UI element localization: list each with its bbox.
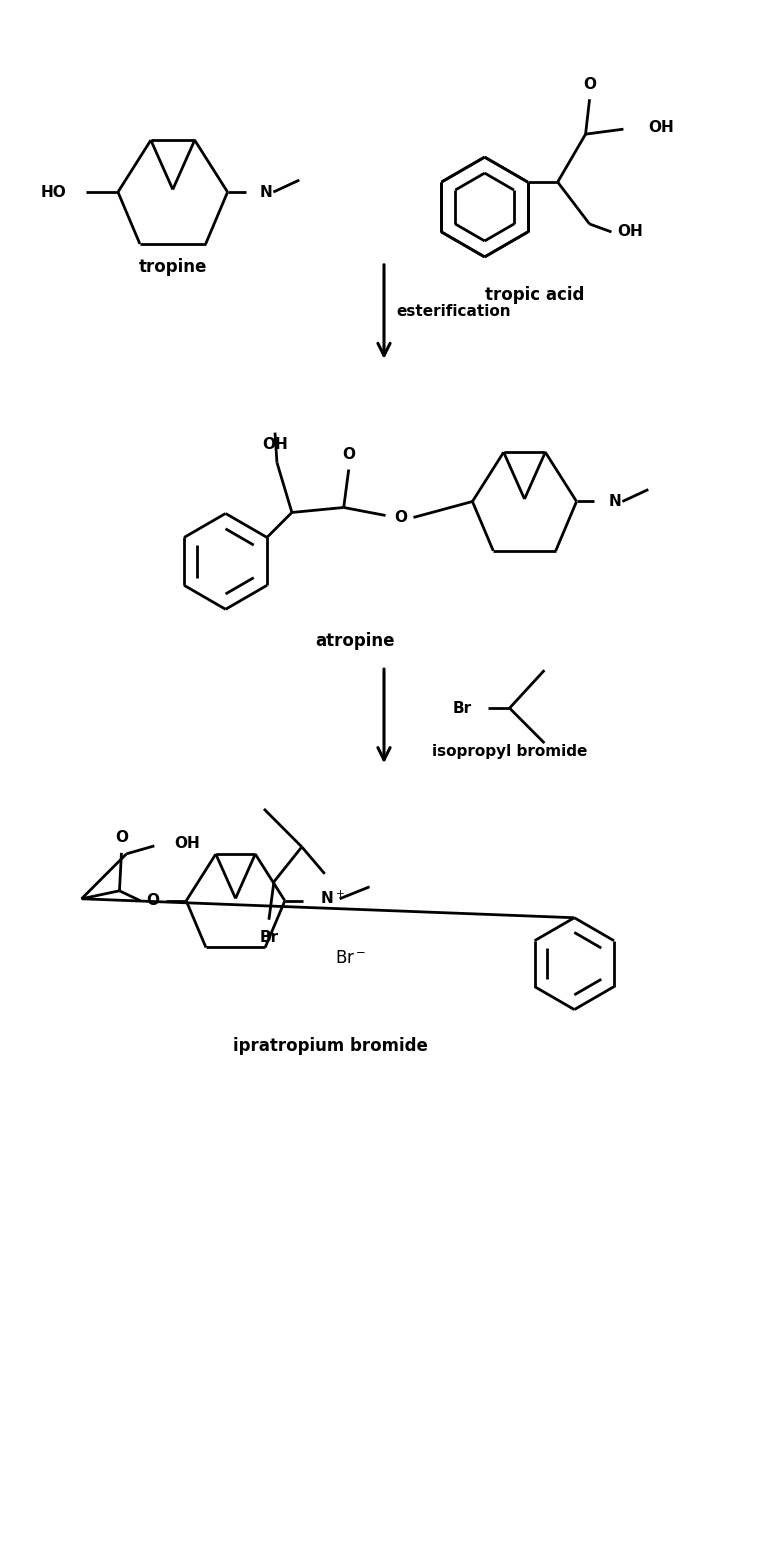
Text: OH: OH <box>617 224 644 240</box>
Text: OH: OH <box>262 438 288 451</box>
Text: O: O <box>583 77 596 91</box>
Text: N: N <box>260 184 272 199</box>
Text: HO: HO <box>41 184 66 199</box>
Text: esterification: esterification <box>396 305 511 320</box>
Text: tropic acid: tropic acid <box>485 286 584 305</box>
Text: Br$^-$: Br$^-$ <box>335 949 366 966</box>
Text: O: O <box>146 894 159 908</box>
Text: O: O <box>115 830 128 846</box>
Text: O: O <box>343 447 355 462</box>
Text: N$^+$: N$^+$ <box>319 890 345 908</box>
Text: OH: OH <box>648 119 674 135</box>
Text: ipratropium bromide: ipratropium bromide <box>233 1036 428 1054</box>
Text: Br: Br <box>260 931 279 945</box>
Text: Br: Br <box>452 700 472 716</box>
Text: O: O <box>394 510 407 526</box>
Text: tropine: tropine <box>138 258 207 275</box>
Text: N: N <box>608 495 621 509</box>
Text: OH: OH <box>174 836 200 852</box>
Text: atropine: atropine <box>316 632 395 651</box>
Text: isopropyl bromide: isopropyl bromide <box>432 744 588 759</box>
